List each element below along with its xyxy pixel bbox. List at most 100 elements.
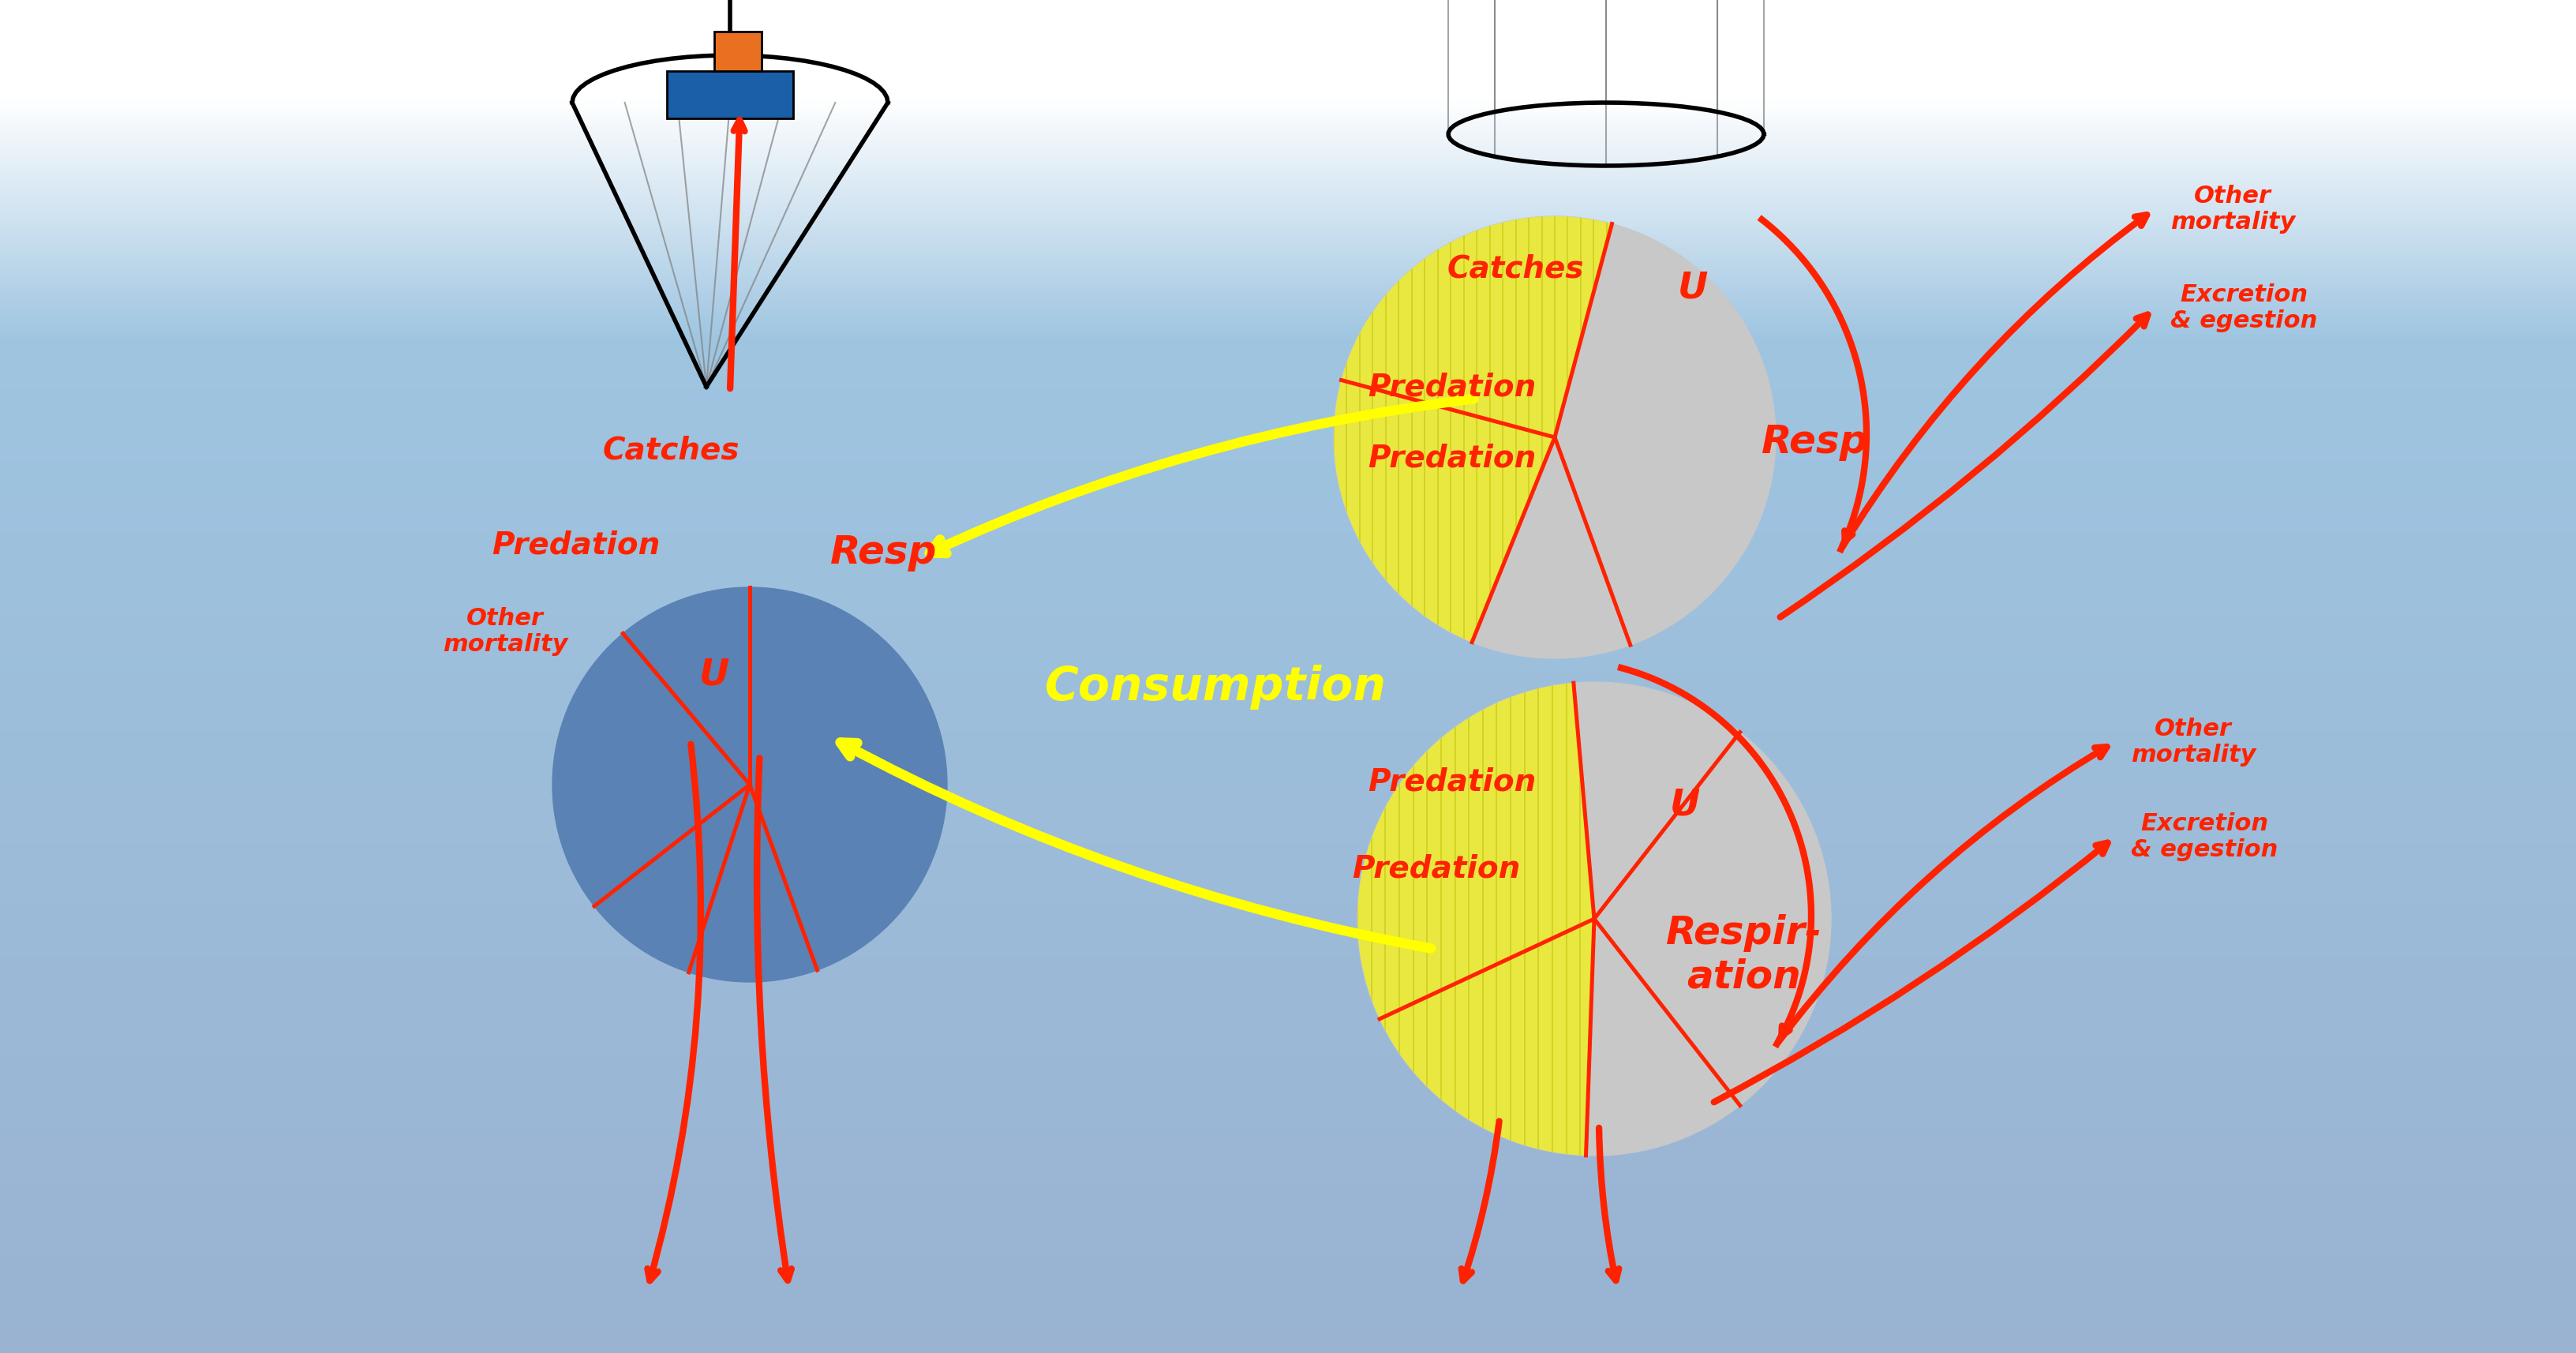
Bar [0,924,2576,930]
Bar [0,848,2576,852]
Bar [0,112,2576,118]
Bar [0,212,2576,216]
Bar [0,199,2576,203]
Bar [0,406,2576,410]
Bar [0,1249,2576,1254]
Bar [0,1109,2576,1114]
Bar [0,1177,2576,1181]
Bar [667,72,793,119]
Bar [0,649,2576,653]
Bar [0,1086,2576,1092]
Bar [0,131,2576,135]
Bar [0,663,2576,667]
Text: Other
mortality: Other mortality [443,606,567,656]
Bar [0,1254,2576,1258]
Bar [0,185,2576,189]
Bar [0,1096,2576,1100]
Bar [0,1051,2576,1055]
Bar [0,1344,2576,1349]
Bar [0,667,2576,672]
Bar [0,1272,2576,1276]
Bar [0,180,2576,185]
Bar [0,139,2576,145]
Bar [0,591,2576,595]
Bar [0,1339,2576,1344]
Bar [0,41,2576,45]
Bar [0,767,2576,771]
Text: Excretion
& egestion: Excretion & egestion [2130,812,2277,862]
Bar [0,392,2576,396]
Bar [0,794,2576,798]
Bar [0,31,2576,37]
Bar [0,1137,2576,1141]
Bar [0,396,2576,402]
Bar [0,626,2576,632]
Bar [0,1245,2576,1249]
Bar [0,1173,2576,1177]
Bar [0,27,2576,31]
Bar [0,988,2576,992]
Bar [0,984,2576,988]
Bar [0,1141,2576,1146]
Bar [0,234,2576,239]
Text: Predation: Predation [1368,442,1535,472]
Bar [0,559,2576,564]
Bar [0,618,2576,622]
Bar [0,501,2576,505]
Bar [0,9,2576,14]
Bar [0,1046,2576,1051]
Bar [0,902,2576,907]
Bar [0,58,2576,64]
Bar [0,1281,2576,1285]
Bar [714,31,762,72]
Bar [0,1200,2576,1204]
Bar [0,311,2576,315]
Bar [0,1187,2576,1191]
Bar [0,1132,2576,1137]
Bar [0,676,2576,681]
Bar [0,193,2576,199]
Bar [0,505,2576,510]
Bar [0,0,2576,4]
Bar [0,91,2576,95]
Bar [0,497,2576,501]
Bar [0,429,2576,433]
Bar [0,244,2576,248]
Bar [0,545,2576,551]
Bar [0,645,2576,649]
Bar [0,843,2576,848]
Bar [0,437,2576,442]
Bar [0,1059,2576,1065]
Bar [0,23,2576,27]
Bar [0,361,2576,365]
Bar [0,785,2576,789]
Bar [0,95,2576,99]
Bar [0,609,2576,613]
Bar [0,189,2576,193]
Bar [0,294,2576,298]
Bar [0,1326,2576,1330]
Text: Respir-
ation: Respir- ation [1667,915,1821,996]
Text: Resp: Resp [1762,423,1868,461]
Bar [0,907,2576,911]
Bar [0,325,2576,329]
Bar [0,1164,2576,1168]
Bar [0,798,2576,802]
Text: U: U [1677,271,1708,306]
Bar [0,1308,2576,1312]
Bar [0,216,2576,221]
Bar [0,203,2576,207]
Bar [0,821,2576,825]
Bar [0,653,2576,659]
Bar [0,329,2576,334]
Bar [0,456,2576,460]
Bar [0,1032,2576,1038]
Bar [0,974,2576,978]
Bar [0,172,2576,176]
Bar [0,1015,2576,1019]
Bar [0,1038,2576,1042]
Bar [0,731,2576,735]
Bar [0,704,2576,708]
Bar [0,622,2576,626]
Bar [0,748,2576,754]
